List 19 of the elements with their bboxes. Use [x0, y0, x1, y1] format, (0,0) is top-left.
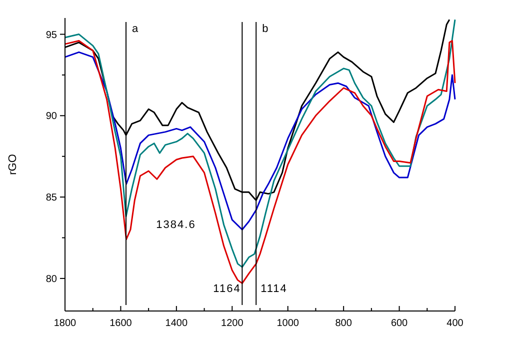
line-series — [64, 51, 456, 230]
y-tick-label: 85 — [46, 192, 58, 204]
x-tick-label: 1600 — [110, 318, 132, 329]
ref-line-label: b — [262, 23, 268, 35]
x-tick-label: 800 — [335, 318, 352, 329]
annotation: 1384.6 — [156, 219, 196, 231]
annotation: 1114 — [260, 283, 288, 295]
annotation: 1164 — [213, 283, 241, 295]
ref-line-label: a — [132, 23, 140, 35]
x-tick-label: 600 — [390, 318, 408, 329]
y-tick-label: 90 — [46, 111, 58, 122]
x-tick-label: 1200 — [221, 318, 244, 329]
x-tick-label: 400 — [446, 318, 464, 329]
y-axis-title: rGO — [7, 154, 19, 175]
y-tick-label: 95 — [46, 30, 58, 41]
x-tick-label: 1400 — [165, 318, 188, 329]
x-tick-label: 1800 — [54, 318, 77, 329]
x-tick-label: 1000 — [276, 318, 300, 329]
y-tick-label: 80 — [46, 274, 58, 285]
